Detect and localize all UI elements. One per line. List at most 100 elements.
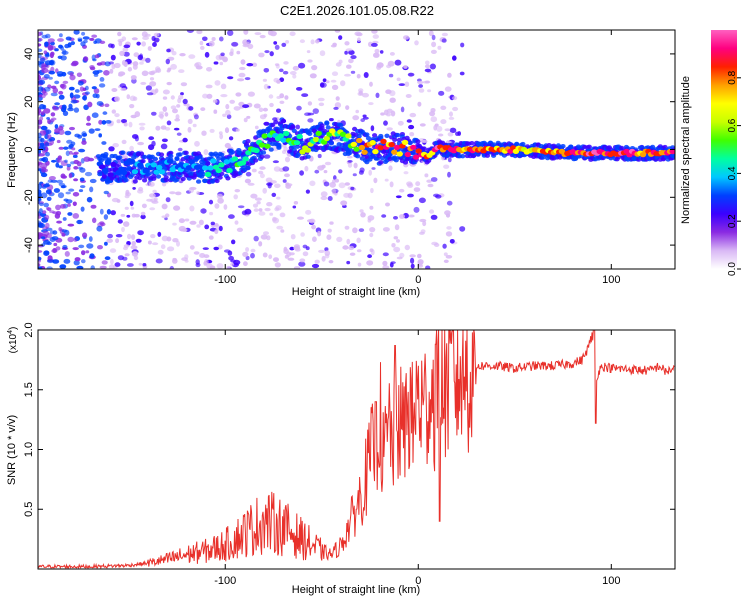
noise-speckle bbox=[417, 259, 424, 265]
noise-speckle bbox=[105, 120, 112, 124]
noise-speckle bbox=[81, 96, 86, 100]
ridge-halo bbox=[415, 139, 421, 144]
noise-speckle bbox=[44, 214, 50, 221]
noise-speckle bbox=[382, 252, 389, 257]
noise-speckle bbox=[349, 252, 356, 256]
noise-speckle bbox=[444, 128, 451, 132]
noise-speckle bbox=[340, 80, 346, 87]
ridge-point bbox=[312, 136, 320, 143]
ridge-point bbox=[393, 144, 401, 150]
noise-speckle bbox=[43, 108, 51, 114]
noise-speckle bbox=[200, 107, 206, 111]
ridge-point bbox=[231, 156, 239, 162]
noise-speckle bbox=[338, 169, 343, 174]
snr-yscale-base: (x10 bbox=[8, 333, 19, 353]
noise-speckle bbox=[62, 80, 69, 84]
ridge-halo bbox=[365, 136, 372, 141]
noise-speckle bbox=[187, 118, 193, 124]
noise-speckle bbox=[430, 214, 438, 220]
noise-speckle bbox=[73, 178, 79, 182]
noise-speckle bbox=[444, 210, 451, 216]
noise-speckle bbox=[117, 219, 123, 224]
noise-speckle bbox=[296, 87, 303, 91]
noise-speckle bbox=[344, 73, 351, 77]
noise-speckle bbox=[161, 203, 168, 210]
noise-speckle bbox=[268, 94, 274, 99]
noise-speckle bbox=[430, 49, 437, 55]
noise-speckle bbox=[258, 52, 265, 58]
noise-speckle bbox=[72, 201, 77, 207]
noise-speckle bbox=[446, 200, 453, 206]
noise-speckle bbox=[389, 181, 394, 188]
noise-speckle bbox=[188, 54, 196, 59]
noise-speckle bbox=[430, 108, 436, 113]
noise-speckle bbox=[335, 62, 342, 67]
noise-speckle bbox=[289, 246, 295, 251]
noise-speckle bbox=[276, 79, 281, 84]
noise-speckle bbox=[240, 59, 246, 65]
noise-speckle bbox=[284, 173, 290, 178]
noise-speckle bbox=[38, 132, 42, 139]
ridge-point bbox=[142, 168, 149, 174]
noise-speckle bbox=[246, 115, 251, 119]
ridge-halo bbox=[168, 150, 174, 156]
ridge-halo bbox=[158, 152, 165, 157]
noise-speckle bbox=[131, 241, 136, 246]
noise-speckle bbox=[350, 186, 355, 191]
ridge-halo bbox=[191, 175, 197, 180]
noise-speckle bbox=[91, 34, 98, 38]
noise-speckle bbox=[116, 119, 121, 124]
noise-speckle bbox=[362, 114, 367, 118]
noise-speckle bbox=[219, 133, 224, 140]
noise-speckle bbox=[275, 205, 282, 211]
noise-speckle bbox=[418, 84, 423, 88]
noise-speckle bbox=[327, 228, 332, 233]
ridge-point bbox=[137, 162, 144, 168]
ridge-point bbox=[369, 140, 376, 146]
noise-speckle bbox=[318, 102, 325, 107]
noise-speckle bbox=[208, 40, 215, 47]
ridge-halo bbox=[259, 154, 265, 159]
noise-speckle bbox=[449, 239, 455, 244]
ridge-halo bbox=[356, 133, 362, 139]
noise-speckle bbox=[178, 69, 185, 73]
noise-speckle bbox=[388, 73, 394, 78]
noise-speckle bbox=[330, 79, 337, 83]
spectrogram-panel: -100 0 100 -40 -20 0 20 40 Height of straight l… bbox=[6, 29, 676, 298]
noise-speckle bbox=[108, 146, 115, 152]
noise-speckle bbox=[431, 41, 437, 48]
noise-speckle bbox=[346, 238, 351, 245]
noise-speckle bbox=[444, 86, 452, 92]
ridge-halo bbox=[325, 125, 331, 130]
noise-speckle bbox=[253, 235, 259, 242]
noise-speckle bbox=[241, 210, 248, 216]
noise-speckle bbox=[440, 119, 447, 125]
noise-speckle bbox=[172, 258, 178, 264]
noise-speckle bbox=[273, 257, 279, 262]
noise-speckle bbox=[209, 211, 214, 216]
noise-speckle bbox=[231, 41, 239, 47]
noise-speckle bbox=[358, 228, 365, 233]
noise-speckle bbox=[42, 210, 47, 215]
noise-speckle bbox=[153, 37, 160, 43]
noise-speckle bbox=[338, 35, 343, 40]
noise-speckle bbox=[131, 234, 136, 241]
noise-speckle bbox=[396, 239, 400, 243]
noise-speckle bbox=[149, 193, 156, 198]
noise-speckle bbox=[317, 153, 322, 159]
noise-speckle bbox=[172, 238, 179, 243]
noise-speckle bbox=[38, 31, 43, 37]
ridge-point bbox=[223, 159, 230, 165]
noise-speckle bbox=[228, 214, 235, 219]
noise-speckle bbox=[441, 38, 447, 43]
noise-speckle bbox=[55, 204, 61, 211]
noise-speckle bbox=[157, 249, 164, 255]
spectrogram-xtick-label: -100 bbox=[214, 274, 236, 286]
noise-speckle bbox=[403, 171, 409, 175]
noise-speckle bbox=[176, 240, 180, 247]
noise-speckle bbox=[42, 183, 51, 188]
noise-speckle bbox=[40, 111, 45, 116]
noise-speckle bbox=[357, 37, 361, 42]
noise-speckle bbox=[166, 48, 171, 53]
ridge-halo bbox=[245, 165, 251, 170]
